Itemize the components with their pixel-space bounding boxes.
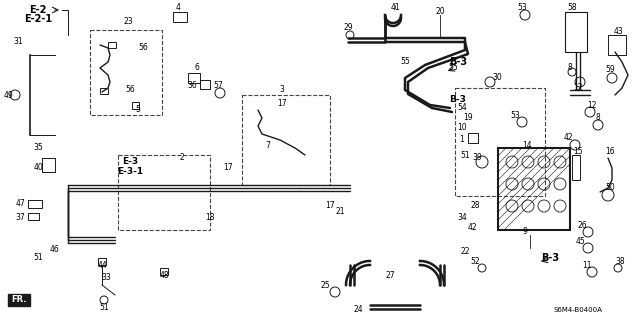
Text: 9: 9	[523, 227, 527, 236]
Text: 41: 41	[390, 4, 400, 12]
Text: 55: 55	[400, 57, 410, 66]
Bar	[132, 102, 139, 109]
Text: 20: 20	[435, 8, 445, 17]
Bar	[118, 155, 210, 230]
Text: 34: 34	[457, 213, 467, 222]
Text: 39: 39	[472, 153, 482, 162]
Text: 47: 47	[15, 199, 25, 209]
Text: 30: 30	[492, 73, 502, 83]
Text: B-3: B-3	[449, 95, 467, 105]
Bar	[565, 12, 587, 52]
Text: 53: 53	[510, 110, 520, 120]
Text: E-2-1: E-2-1	[24, 14, 52, 24]
Text: FR.: FR.	[12, 295, 27, 305]
Text: 17: 17	[277, 99, 287, 108]
Text: 14: 14	[522, 140, 532, 150]
Text: 50: 50	[605, 183, 615, 192]
Text: 37: 37	[15, 212, 25, 221]
Text: 11: 11	[582, 261, 592, 270]
Bar	[8, 294, 30, 306]
Bar	[608, 35, 626, 55]
Text: 1: 1	[460, 136, 465, 145]
Text: B-3: B-3	[449, 57, 467, 67]
Text: E-3: E-3	[122, 158, 138, 167]
Text: 55: 55	[448, 63, 458, 72]
Bar	[90, 30, 162, 115]
Text: 25: 25	[320, 280, 330, 290]
Text: 56: 56	[125, 85, 135, 94]
Text: 33: 33	[101, 273, 111, 283]
Text: 46: 46	[50, 246, 60, 255]
Text: 28: 28	[470, 201, 480, 210]
Text: 5: 5	[136, 106, 140, 115]
Text: 52: 52	[470, 257, 480, 266]
Text: 51: 51	[99, 303, 109, 313]
Text: 12: 12	[588, 100, 596, 109]
Text: 17: 17	[325, 201, 335, 210]
Text: 27: 27	[385, 271, 395, 279]
Text: E-3-1: E-3-1	[117, 167, 143, 176]
Bar	[173, 12, 187, 22]
Text: 38: 38	[615, 257, 625, 266]
Text: 19: 19	[463, 114, 473, 122]
Text: 51: 51	[460, 151, 470, 160]
Text: 56: 56	[138, 42, 148, 51]
Bar	[108, 42, 116, 48]
Text: 48: 48	[159, 271, 169, 279]
Text: 4: 4	[175, 4, 180, 12]
Text: 3: 3	[280, 85, 284, 94]
Text: E-2: E-2	[29, 5, 47, 15]
Text: 22: 22	[460, 248, 470, 256]
Text: 49: 49	[3, 91, 13, 100]
Text: 57: 57	[213, 80, 223, 90]
Bar	[242, 95, 330, 185]
Text: 54: 54	[457, 103, 467, 113]
Bar	[572, 155, 580, 180]
Text: 24: 24	[353, 306, 363, 315]
Text: 40: 40	[33, 164, 43, 173]
Text: 42: 42	[563, 133, 573, 143]
Text: 36: 36	[187, 80, 197, 90]
Text: 29: 29	[343, 24, 353, 33]
Bar	[200, 80, 210, 89]
Text: 7: 7	[266, 140, 271, 150]
Text: 10: 10	[457, 123, 467, 132]
Bar	[498, 148, 570, 230]
Text: 12: 12	[573, 84, 583, 93]
Bar	[28, 213, 39, 220]
Text: 23: 23	[123, 18, 133, 26]
Text: 16: 16	[605, 147, 615, 157]
Text: 42: 42	[467, 224, 477, 233]
Bar	[100, 88, 108, 94]
Bar	[455, 88, 545, 196]
Text: 53: 53	[517, 4, 527, 12]
Bar	[98, 258, 106, 265]
Text: 26: 26	[577, 220, 587, 229]
Text: 6: 6	[195, 63, 200, 72]
Text: 51: 51	[33, 254, 43, 263]
Text: 59: 59	[605, 65, 615, 75]
Text: 8: 8	[568, 63, 572, 72]
Text: 45: 45	[575, 238, 585, 247]
Text: 17: 17	[223, 164, 233, 173]
Bar	[188, 73, 200, 83]
Text: 15: 15	[573, 147, 583, 157]
Text: 43: 43	[613, 27, 623, 36]
Text: 58: 58	[567, 4, 577, 12]
Text: 44: 44	[97, 261, 107, 270]
Text: 8: 8	[596, 114, 600, 122]
Text: B-3: B-3	[541, 253, 559, 263]
Bar	[160, 268, 168, 275]
Text: 21: 21	[335, 207, 345, 217]
Text: 31: 31	[13, 38, 23, 47]
Bar	[28, 200, 42, 208]
Bar	[468, 133, 478, 143]
Text: 2: 2	[180, 153, 184, 162]
Text: 18: 18	[205, 213, 215, 222]
Text: S6M4-B0400A: S6M4-B0400A	[554, 307, 602, 313]
Text: 35: 35	[33, 144, 43, 152]
